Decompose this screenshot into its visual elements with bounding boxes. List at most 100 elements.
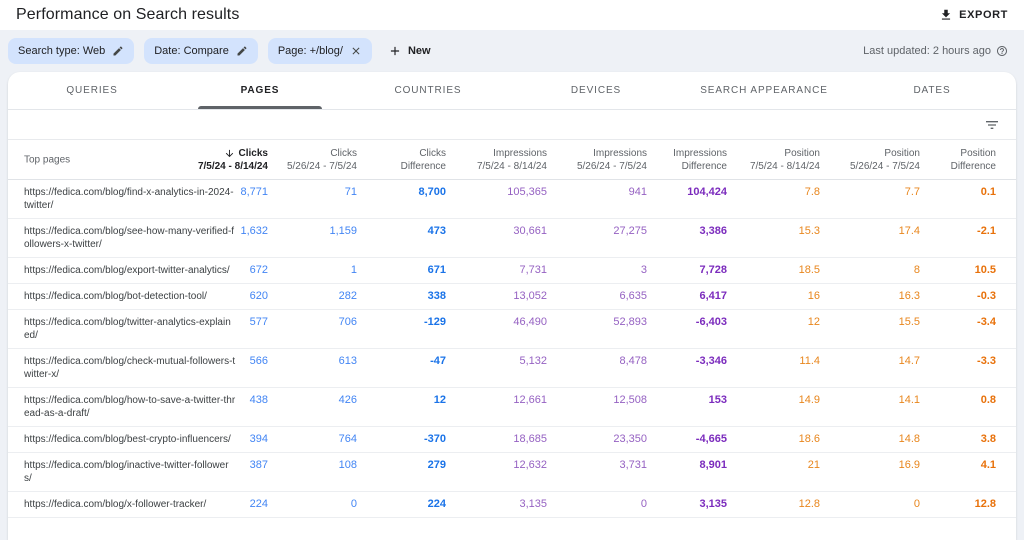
table-row[interactable]: https://fedica.com/blog/best-crypto-infl… (8, 427, 1016, 453)
cell-impressions-previous: 0 (640, 498, 647, 510)
column-header-position-difference[interactable]: Position Difference (951, 147, 996, 173)
cell-clicks-current: 394 (249, 433, 268, 445)
chip-search-type[interactable]: Search type: Web (8, 38, 135, 64)
cell-impressions-current: 105,365 (507, 186, 547, 198)
column-header-impressions-current[interactable]: Impressions 7/5/24 - 8/14/24 (477, 147, 547, 173)
cell-impressions-current: 18,685 (513, 433, 547, 445)
top-bar: Performance on Search results EXPORT (0, 0, 1024, 30)
help-icon[interactable] (996, 45, 1008, 57)
chip-page-filter[interactable]: Page: +/blog/ (267, 38, 372, 64)
sort-descending-icon (224, 148, 235, 159)
cell-position-difference: 0.1 (980, 186, 996, 198)
cell-clicks-previous: 426 (338, 394, 357, 406)
page-url: https://fedica.com/blog/best-crypto-infl… (24, 434, 231, 445)
cell-position-difference: -3.4 (977, 316, 996, 328)
cell-impressions-current: 5,132 (519, 355, 547, 367)
column-header-clicks-previous[interactable]: Clicks 5/26/24 - 7/5/24 (287, 147, 357, 173)
cell-impressions-current: 12,661 (513, 394, 547, 406)
cell-position-current: 18.5 (798, 264, 820, 276)
filter-list-icon[interactable] (984, 117, 1000, 133)
column-header-position-previous[interactable]: Position 5/26/24 - 7/5/24 (850, 147, 920, 173)
tab-label: PAGES (240, 85, 280, 96)
cell-clicks-previous: 1,159 (329, 225, 357, 237)
column-range-label: 5/26/24 - 7/5/24 (849, 161, 920, 172)
close-icon[interactable] (350, 45, 362, 57)
active-tab-indicator (197, 106, 323, 109)
column-header-impressions-previous[interactable]: Impressions 5/26/24 - 7/5/24 (577, 147, 647, 173)
cell-impressions-current: 30,661 (513, 225, 547, 237)
cell-clicks-current: 8,771 (240, 186, 268, 198)
chip-date-compare-label: Date: Compare (154, 45, 229, 57)
tab-devices[interactable]: DEVICES (512, 72, 680, 109)
chip-page-filter-label: Page: +/blog/ (277, 45, 343, 57)
table-row[interactable]: https://fedica.com/blog/check-mutual-fol… (8, 349, 1016, 388)
cell-position-previous: 7.7 (904, 186, 920, 198)
tab-label: DATES (913, 85, 951, 96)
cell-position-previous: 14.1 (898, 394, 920, 406)
column-range-label: Difference (400, 161, 446, 172)
cell-clicks-difference: 338 (427, 290, 446, 302)
cell-impressions-previous: 52,893 (613, 316, 647, 328)
column-header-impressions-difference[interactable]: Impressions Difference (673, 147, 727, 173)
column-header-top-pages[interactable]: Top pages (24, 154, 71, 165)
table-row[interactable]: https://fedica.com/blog/inactive-twitter… (8, 453, 1016, 492)
cell-position-difference: 0.8 (980, 394, 996, 406)
cell-clicks-difference: -370 (423, 433, 446, 445)
cell-clicks-previous: 71 (344, 186, 357, 198)
cell-impressions-current: 3,135 (519, 498, 547, 510)
tab-dates[interactable]: DATES (848, 72, 1016, 109)
cell-clicks-current: 1,632 (240, 225, 268, 237)
cell-clicks-difference: 279 (427, 459, 446, 471)
page-title: Performance on Search results (16, 6, 240, 23)
cell-position-previous: 16.9 (898, 459, 920, 471)
page-url: https://fedica.com/blog/check-mutual-fol… (24, 356, 236, 380)
cell-impressions-previous: 3,731 (619, 459, 647, 471)
tab-bar: QUERIES PAGES COUNTRIES DEVICES SEARCH A… (8, 72, 1016, 110)
table-body: https://fedica.com/blog/find-x-analytics… (8, 180, 1016, 518)
column-header-clicks-difference[interactable]: Clicks Difference (401, 147, 446, 173)
table-row[interactable]: https://fedica.com/blog/see-how-many-ver… (8, 219, 1016, 258)
column-header-clicks-current[interactable]: Clicks 7/5/24 - 8/14/24 (198, 147, 268, 173)
cell-impressions-previous: 8,478 (619, 355, 647, 367)
column-metric-label: Position (884, 148, 920, 159)
tab-countries[interactable]: COUNTRIES (344, 72, 512, 109)
cell-position-previous: 16.3 (898, 290, 920, 302)
tab-pages[interactable]: PAGES (176, 72, 344, 109)
cell-impressions-current: 12,632 (513, 459, 547, 471)
new-filter-button[interactable]: New (382, 44, 437, 58)
edit-pencil-icon[interactable] (112, 45, 124, 57)
page-url: https://fedica.com/blog/inactive-twitter… (24, 460, 229, 484)
cell-clicks-previous: 764 (338, 433, 357, 445)
cell-impressions-previous: 941 (628, 186, 647, 198)
tab-queries[interactable]: QUERIES (8, 72, 176, 109)
cell-impressions-difference: -6,403 (695, 316, 727, 328)
export-button[interactable]: EXPORT (939, 8, 1008, 22)
column-metric-label: Clicks (419, 148, 446, 159)
cell-clicks-difference: -47 (430, 355, 446, 367)
cell-position-previous: 14.7 (898, 355, 920, 367)
cell-impressions-difference: 153 (708, 394, 727, 406)
page-url: https://fedica.com/blog/export-twitter-a… (24, 265, 230, 276)
tab-search-appearance[interactable]: SEARCH APPEARANCE (680, 72, 848, 109)
chip-date-compare[interactable]: Date: Compare (144, 38, 258, 64)
cell-impressions-current: 46,490 (513, 316, 547, 328)
column-header-position-current[interactable]: Position 7/5/24 - 8/14/24 (750, 147, 820, 173)
cell-impressions-previous: 3 (640, 264, 647, 276)
column-metric-label: Clicks (238, 148, 268, 159)
page-url: https://fedica.com/blog/bot-detection-to… (24, 291, 207, 302)
table-row[interactable]: https://fedica.com/blog/twitter-analytic… (8, 310, 1016, 349)
table-row[interactable]: https://fedica.com/blog/export-twitter-a… (8, 258, 1016, 284)
cell-position-previous: 14.8 (898, 433, 920, 445)
cell-position-difference: -3.3 (977, 355, 996, 367)
table-row[interactable]: https://fedica.com/blog/how-to-save-a-tw… (8, 388, 1016, 427)
tab-label: COUNTRIES (394, 85, 462, 96)
tab-label: QUERIES (66, 85, 118, 96)
cell-impressions-previous: 27,275 (613, 225, 647, 237)
table-row[interactable]: https://fedica.com/blog/bot-detection-to… (8, 284, 1016, 310)
table-row[interactable]: https://fedica.com/blog/x-follower-track… (8, 492, 1016, 518)
cell-position-current: 21 (807, 459, 820, 471)
edit-pencil-icon[interactable] (236, 45, 248, 57)
cell-clicks-difference: -129 (423, 316, 446, 328)
table-row[interactable]: https://fedica.com/blog/find-x-analytics… (8, 180, 1016, 219)
cell-position-current: 15.3 (798, 225, 820, 237)
